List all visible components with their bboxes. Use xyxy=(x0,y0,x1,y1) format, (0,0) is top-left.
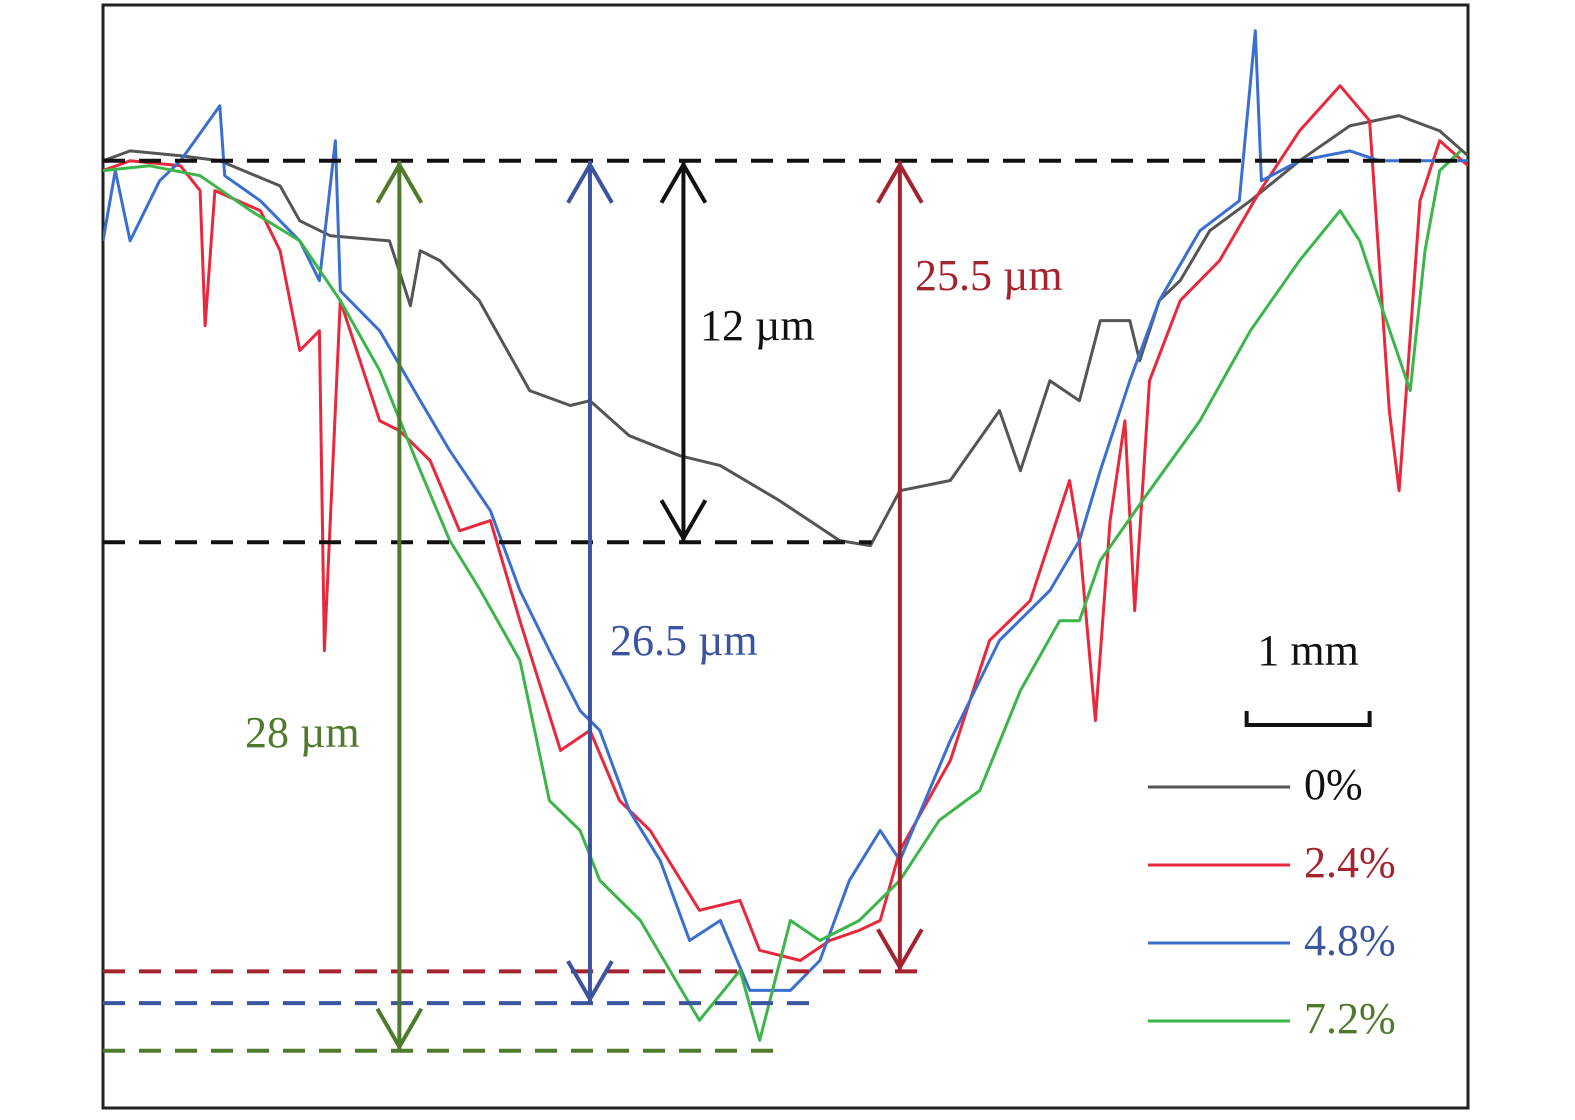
plot-area xyxy=(103,29,1468,1042)
legend-label: 7.2% xyxy=(1304,994,1396,1043)
scale-bar xyxy=(1244,711,1372,727)
plot-frame xyxy=(101,3,1470,1110)
depth-arrow xyxy=(876,160,924,972)
profile-line xyxy=(103,149,1462,1042)
legend-label: 0% xyxy=(1304,760,1363,809)
scale-bar-label: 1 mm xyxy=(1257,626,1358,675)
depth-arrow xyxy=(566,160,614,1004)
legend-label: 4.8% xyxy=(1304,916,1396,965)
depth-label: 28 µm xyxy=(245,708,360,757)
depth-label: 12 µm xyxy=(700,301,815,350)
depth-arrow xyxy=(375,160,424,1051)
depth-label: 25.5 µm xyxy=(915,251,1063,300)
depth-label: 26.5 µm xyxy=(610,616,758,665)
legend-label: 2.4% xyxy=(1304,838,1396,887)
depth-arrow xyxy=(659,160,708,543)
profile-line xyxy=(103,29,1468,992)
profile-line xyxy=(103,84,1468,962)
